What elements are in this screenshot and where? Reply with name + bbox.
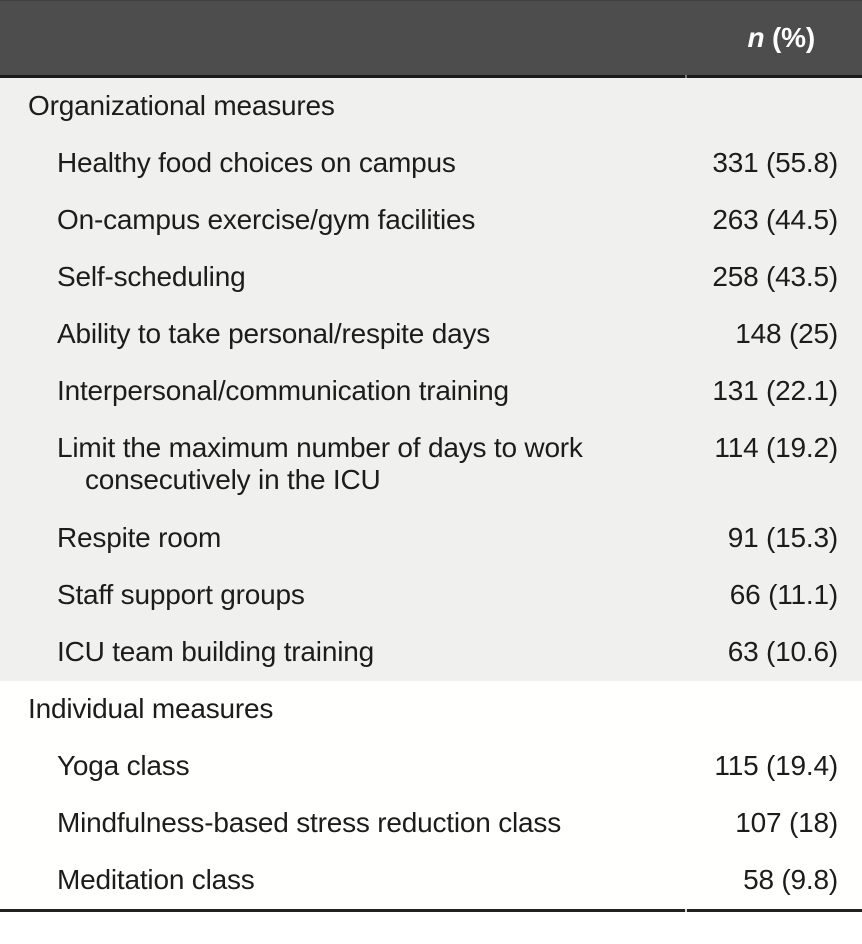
value-cell: 91 (15.3): [727, 522, 838, 553]
measure-cell: Meditation class: [57, 864, 255, 895]
measure-cell: Self-scheduling: [57, 261, 246, 292]
section-header-row: Individual measures: [0, 681, 862, 738]
measure-cell: Interpersonal/communication training: [57, 375, 509, 406]
value-cell: 114 (19.2): [714, 432, 838, 463]
measure-cell: Mindfulness-based stress reduction class: [57, 807, 562, 838]
value-cell: 63 (10.6): [727, 636, 838, 667]
value-cell-empty: [686, 78, 862, 135]
table-row: Limit the maximum number of days to work…: [0, 420, 862, 510]
value-cell: 331 (55.8): [712, 147, 838, 178]
table-row: Staff support groups 66 (11.1): [0, 567, 862, 624]
value-cell: 131 (22.1): [712, 375, 838, 406]
measure-cell: Staff support groups: [57, 579, 305, 610]
measure-cell: Yoga class: [57, 750, 190, 781]
table-row: Self-scheduling 258 (43.5): [0, 249, 862, 306]
measure-cell: Ability to take personal/respite days: [57, 318, 491, 349]
table-row: Interpersonal/communication training 131 …: [0, 363, 862, 420]
table-row: Meditation class 58 (9.8): [0, 852, 862, 909]
measure-line-1: Limit the maximum number of days to work: [57, 432, 583, 463]
header-n-label: n: [747, 22, 765, 53]
table-body: Organizational measures Healthy food choi…: [0, 78, 862, 909]
measure-cell: Respite room: [57, 522, 222, 553]
value-cell: 66 (11.1): [729, 579, 838, 610]
section-title: Individual measures: [28, 693, 274, 724]
column-gap-notch-bottom: [685, 909, 687, 912]
header-cell-n-percent: n (%): [686, 22, 862, 54]
section-title: Organizational measures: [28, 90, 335, 121]
measure-line-2: consecutively in the ICU: [85, 464, 381, 495]
value-cell: 148 (25): [735, 318, 838, 349]
results-table: n (%) Organizational measures Healthy foo…: [0, 0, 862, 912]
column-gap-notch-top: [685, 75, 687, 78]
section-header-row: Organizational measures: [0, 78, 862, 135]
table-bottom-rule: [0, 909, 862, 912]
value-cell-empty: [686, 681, 862, 738]
measure-cell: ICU team building training: [57, 636, 374, 667]
value-cell: 115 (19.4): [714, 750, 838, 781]
table-row: On-campus exercise/gym facilities 263 (44…: [0, 192, 862, 249]
section-individual-measures: Individual measures Yoga class 115 (19.4) M…: [0, 681, 862, 909]
value-cell: 263 (44.5): [712, 204, 838, 235]
table-row: Yoga class 115 (19.4): [0, 738, 862, 795]
measure-cell: Limit the maximum number of days to work…: [0, 420, 686, 510]
value-cell: 107 (18): [735, 807, 838, 838]
section-organizational-measures: Organizational measures Healthy food choi…: [0, 78, 862, 681]
header-percent-label: (%): [772, 22, 815, 53]
table-row: Healthy food choices on campus 331 (55.8): [0, 135, 862, 192]
measure-cell: On-campus exercise/gym facilities: [57, 204, 476, 235]
table-row: Ability to take personal/respite days 148…: [0, 306, 862, 363]
value-cell: 258 (43.5): [712, 261, 838, 292]
table-row: Respite room 91 (15.3): [0, 510, 862, 567]
table-row: Mindfulness-based stress reduction class…: [0, 795, 862, 852]
table-row: ICU team building training 63 (10.6): [0, 624, 862, 681]
table-header-row: n (%): [0, 0, 862, 78]
measure-cell: Healthy food choices on campus: [57, 147, 456, 178]
value-cell: 58 (9.8): [743, 864, 838, 895]
